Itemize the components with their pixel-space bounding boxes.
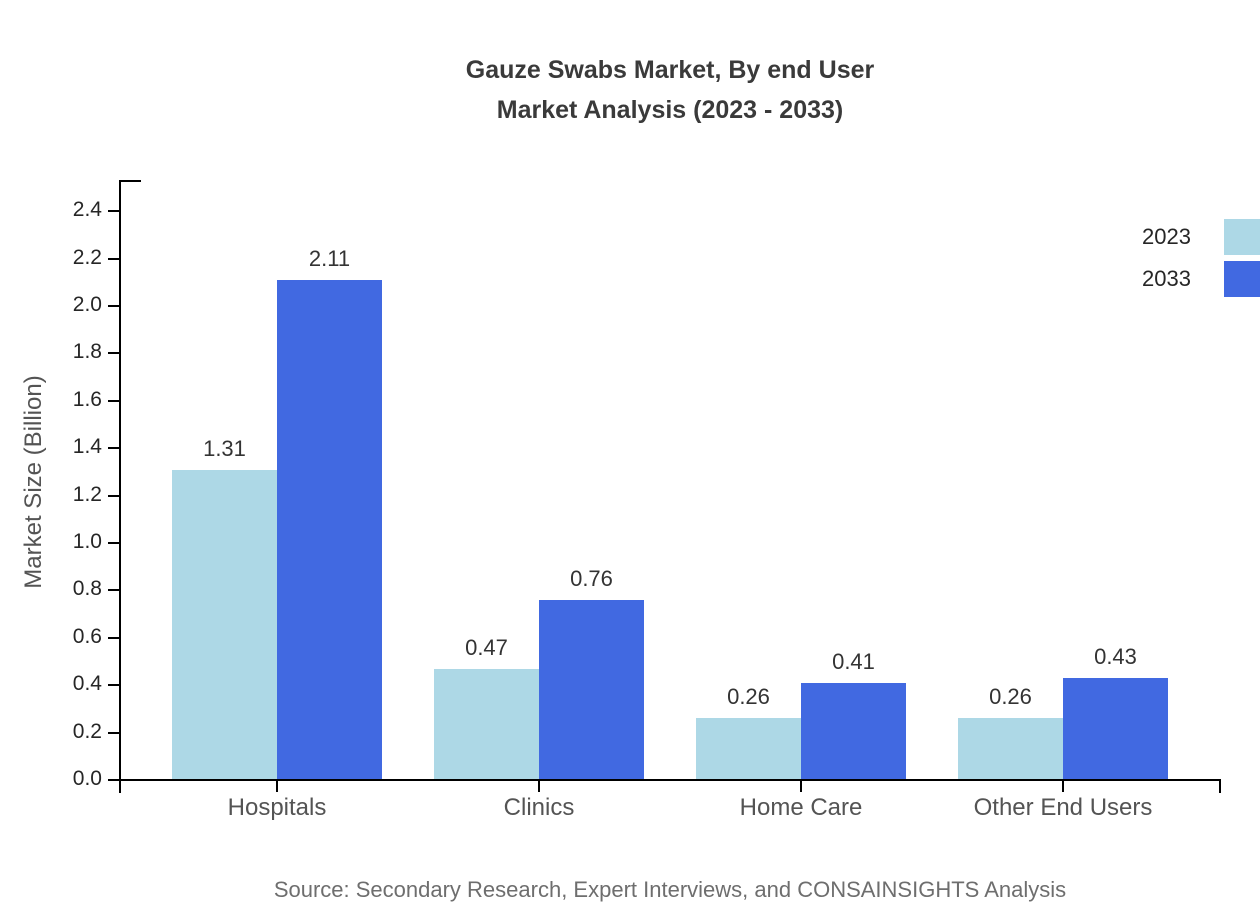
legend-item-2033: 2033	[1142, 261, 1260, 297]
legend-label-2033: 2033	[1142, 266, 1191, 291]
x-axis-category-label: Home Care	[739, 794, 863, 821]
bar-value-label: 0.76	[570, 565, 613, 591]
y-tick	[108, 636, 119, 639]
y-tick	[108, 210, 119, 213]
bar-2033-clinics	[539, 599, 644, 780]
y-tick-label: 1.6	[72, 387, 102, 411]
y-tick	[108, 589, 119, 592]
y-tick-label: 1.4	[72, 435, 102, 459]
y-tick-label: 1.8	[72, 340, 102, 364]
chart-title-line2: Market Analysis (2023 - 2033)	[496, 96, 844, 124]
y-axis-line	[119, 180, 121, 793]
y-axis-top-cap	[119, 180, 141, 182]
bar-2033-other-end-users	[1063, 678, 1168, 780]
chart-title: Gauze Swabs Market, By end User Market A…	[120, 50, 1220, 130]
x-tick	[1062, 780, 1064, 792]
bar-value-label: 0.26	[727, 684, 770, 710]
y-tick-label: 1.0	[72, 530, 102, 553]
y-tick	[108, 305, 119, 307]
x-tick	[538, 780, 540, 792]
y-tick-label: 0.4	[72, 672, 102, 696]
y-tick-label: 0.0	[72, 767, 102, 790]
bar-value-label: 0.26	[989, 684, 1032, 710]
legend-swatch-2023	[1224, 219, 1260, 255]
bar-2023-other-end-users	[958, 718, 1063, 780]
legend-item-2023: 2023	[1142, 219, 1260, 255]
y-tick	[108, 352, 119, 355]
x-tick	[276, 780, 278, 792]
bar-2023-home-care	[696, 718, 801, 780]
source-note: Source: Secondary Research, Expert Inter…	[273, 877, 1067, 902]
bar-2023-hospitals	[172, 469, 277, 780]
bar-value-label: 0.43	[1094, 644, 1137, 670]
x-tick	[800, 780, 802, 792]
y-tick	[108, 494, 119, 497]
legend-label-2023: 2023	[1142, 224, 1191, 249]
x-axis-line	[119, 779, 1221, 781]
legend-swatch-2033	[1224, 261, 1260, 297]
y-tick-label: 2.2	[72, 245, 102, 269]
bar-2033-hospitals	[277, 279, 382, 780]
y-tick	[108, 399, 119, 402]
y-tick	[108, 447, 119, 450]
bar-value-label: 1.31	[203, 435, 246, 461]
x-axis-category-label: Other End Users	[973, 794, 1153, 821]
y-tick-label: 2.4	[72, 198, 102, 222]
bar-value-label: 0.41	[832, 648, 875, 674]
y-tick-label: 0.6	[72, 624, 102, 648]
chart-title-line1: Gauze Swabs Market, By end User	[465, 56, 875, 84]
bar-2023-clinics	[434, 668, 539, 780]
y-tick-label: 0.2	[72, 719, 102, 743]
y-tick-label: 0.8	[72, 577, 102, 601]
y-tick	[108, 542, 119, 544]
x-axis-category-label: Clinics	[503, 794, 575, 821]
y-tick	[108, 779, 119, 781]
bar-2033-home-care	[801, 682, 906, 780]
x-axis-end-cap	[1219, 779, 1221, 793]
x-axis-category-label: Hospitals	[227, 794, 327, 821]
bar-value-label: 2.11	[308, 245, 351, 271]
y-tick	[108, 684, 119, 687]
y-tick-label: 2.0	[72, 293, 102, 316]
bar-value-label: 0.47	[465, 634, 508, 660]
y-tick-label: 1.2	[72, 482, 102, 506]
y-tick	[108, 731, 119, 734]
y-tick	[108, 257, 119, 260]
